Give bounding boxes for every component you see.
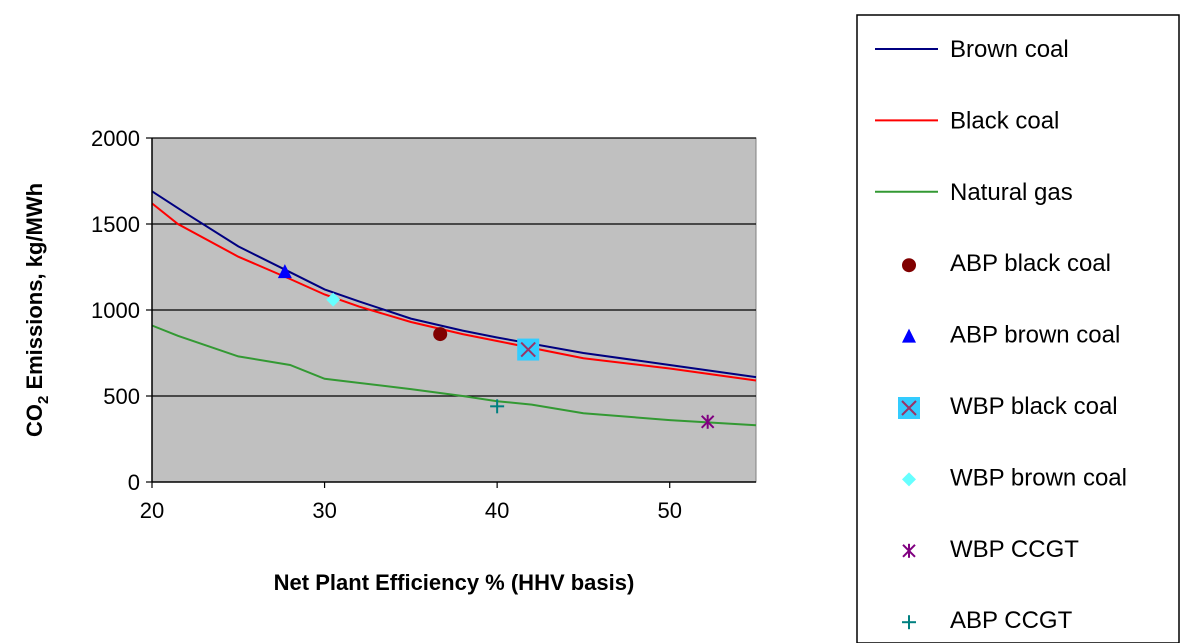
legend-label: Natural gas (950, 179, 1073, 206)
legend-item: WBP black coal (898, 393, 1118, 420)
legend-label: ABP CCGT (950, 607, 1073, 634)
legend-label: WBP black coal (950, 393, 1118, 420)
legend-item: ABP brown coal (902, 322, 1120, 349)
x-tick-label: 50 (657, 498, 681, 523)
legend-item: WBP brown coal (902, 464, 1127, 491)
series-markers (277, 264, 715, 429)
legend-item: ABP CCGT (902, 607, 1073, 634)
legend-label: WBP CCGT (950, 536, 1079, 563)
data-point-4 (277, 264, 292, 279)
legend-swatch (902, 615, 916, 630)
legend-label: ABP brown coal (950, 322, 1120, 349)
y-tick-label: 2000 (91, 126, 140, 151)
axes (146, 137, 756, 488)
tick-labels: 0 500 1000 1500 2000 20 30 40 50 (91, 126, 682, 523)
y-axis-title-subscript: 2 (35, 396, 52, 404)
y-tick-label: 0 (128, 470, 140, 495)
x-tick-label: 40 (485, 498, 509, 523)
legend-label: WBP brown coal (950, 464, 1127, 491)
legend-swatch (898, 397, 920, 419)
x-tick-label: 30 (312, 498, 336, 523)
legend-swatch (902, 472, 916, 487)
series-line-2 (151, 324, 757, 427)
y-axis-title: CO2 Emissions, kg/MWh (22, 183, 52, 437)
y-tick-label: 1500 (91, 212, 140, 237)
y-tick-label: 500 (103, 384, 140, 409)
legend-label: Black coal (950, 107, 1059, 134)
legend-swatch (902, 328, 916, 343)
legend-swatch (902, 543, 916, 558)
data-point-3 (433, 327, 448, 342)
data-point-5 (517, 338, 540, 361)
series-line-0 (151, 190, 757, 379)
legend-label: ABP black coal (950, 250, 1111, 277)
legend-item: Brown coal (875, 36, 1069, 63)
legend-item: Natural gas (875, 179, 1073, 206)
y-axis-title-suffix: Emissions, kg/MWh (22, 183, 47, 396)
legend-label: Brown coal (950, 36, 1069, 63)
series-line-1 (151, 202, 757, 382)
grid (152, 137, 756, 397)
x-tick-label: 20 (140, 498, 164, 523)
legend-item: Black coal (875, 107, 1059, 134)
x-axis-title: Net Plant Efficiency % (HHV basis) (274, 570, 635, 595)
legend-item: WBP CCGT (902, 536, 1079, 563)
y-axis-title-prefix: CO (22, 404, 47, 437)
series-lines (151, 190, 757, 427)
data-point-7 (700, 414, 715, 429)
y-tick-label: 1000 (91, 298, 140, 323)
data-point-6 (326, 292, 341, 307)
legend-swatch (902, 258, 916, 273)
data-point-8 (490, 399, 505, 414)
legend-item: ABP black coal (902, 250, 1111, 277)
legend: Brown coal Black coal Natural gas ABP black… (875, 36, 1127, 634)
